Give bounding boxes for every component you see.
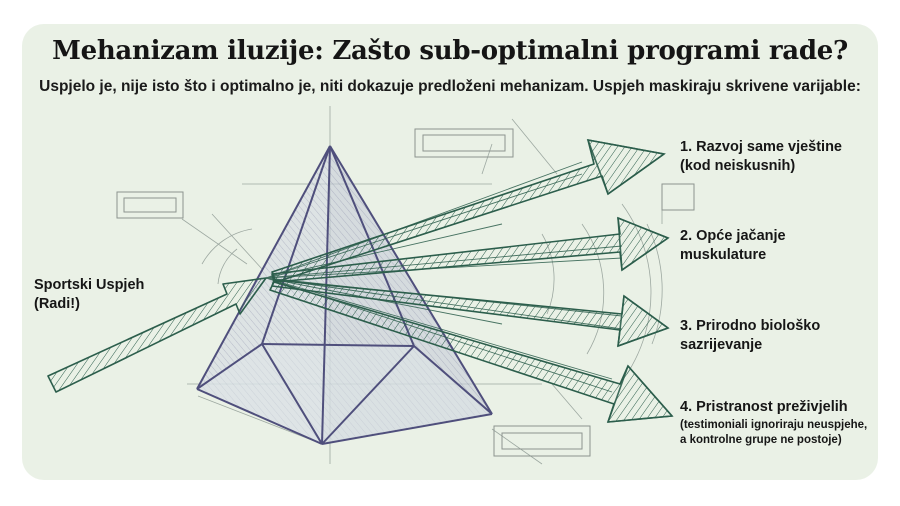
output-1-line1: 1. Razvoj same vještine — [680, 139, 842, 155]
output-2-line2: muskulature — [680, 247, 767, 263]
input-label: Sportski Uspjeh (Radi!) — [34, 276, 144, 314]
output-label-1: 1. Razvoj same vještine (kod neiskusnih) — [680, 138, 842, 176]
input-label-line1: Sportski Uspjeh — [34, 277, 145, 293]
page-title: Mehanizam iluzije: Zašto sub-optimalni p… — [52, 36, 848, 66]
callout-boxes — [116, 128, 695, 457]
output-label-2: 2. Opće jačanje muskulature — [680, 227, 786, 265]
output-arrows — [269, 139, 673, 423]
output-1-line2: (kod neiskusnih) — [680, 158, 796, 174]
output-label-4: 4. Pristranost preživjelih — [680, 398, 848, 417]
input-arrow — [47, 277, 267, 393]
output-4-note-line1: (testimoniali ignoriraju neuspjehe, — [680, 419, 868, 431]
page-subtitle: Uspjelo je, nije isto što i optimalno je… — [39, 78, 861, 95]
output-4-note-line2: a kontrolne grupe ne postoje) — [680, 434, 842, 446]
prism-diagram — [47, 106, 695, 465]
output-3-line1: 3. Prirodno biološko — [680, 318, 821, 334]
input-label-line2: (Radi!) — [34, 296, 80, 312]
output-4-note: (testimoniali ignoriraju neuspjehe, a ko… — [680, 418, 867, 448]
output-3-line2: sazrijevanje — [680, 337, 763, 353]
infographic-card: Mehanizam iluzije: Zašto sub-optimalni p… — [22, 24, 878, 480]
output-2-line1: 2. Opće jačanje — [680, 228, 786, 244]
output-4-line1: 4. Pristranost preživjelih — [680, 399, 848, 415]
output-label-3: 3. Prirodno biološko sazrijevanje — [680, 317, 820, 355]
